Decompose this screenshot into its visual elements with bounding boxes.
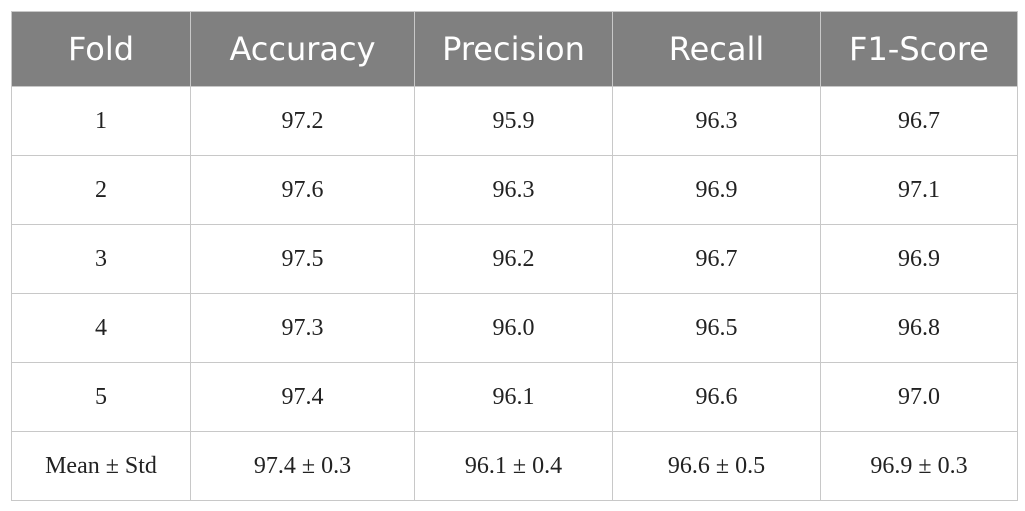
table-cell: 96.7 — [612, 224, 821, 294]
table-body: 1 97.2 95.9 96.3 96.7 2 97.6 96.3 96.9 97.1 3 97.5 9… — [11, 86, 1018, 501]
table-row: 5 97.4 96.1 96.6 97.0 — [11, 362, 1018, 432]
table-cell: 97.0 — [820, 362, 1018, 432]
table-cell: 97.6 — [190, 155, 415, 225]
table-cell: 96.1 ± 0.4 — [414, 431, 613, 501]
table-row: 4 97.3 96.0 96.5 96.8 — [11, 293, 1018, 363]
table-cell: Mean ± Std — [11, 431, 191, 501]
table-cell: 97.3 — [190, 293, 415, 363]
table-cell: 96.8 — [820, 293, 1018, 363]
table-cell: 4 — [11, 293, 191, 363]
table-row: 3 97.5 96.2 96.7 96.9 — [11, 224, 1018, 294]
table-cell: 95.9 — [414, 86, 613, 156]
table-cell: 3 — [11, 224, 191, 294]
table-cell: 96.6 — [612, 362, 821, 432]
table-cell: 1 — [11, 86, 191, 156]
header-cell: Recall — [612, 11, 821, 87]
table-cell: 96.9 ± 0.3 — [820, 431, 1018, 501]
table-cell: 2 — [11, 155, 191, 225]
table-cell: 97.4 ± 0.3 — [190, 431, 415, 501]
table-cell: 97.1 — [820, 155, 1018, 225]
table-cell: 96.1 — [414, 362, 613, 432]
table-container: Fold Accuracy Precision Recall F1-Score 1 97.… — [11, 11, 1018, 501]
table-row: Mean ± Std 97.4 ± 0.3 96.1 ± 0.4 96.6 ± 0.5… — [11, 431, 1018, 501]
table-row: 2 97.6 96.3 96.9 97.1 — [11, 155, 1018, 225]
table-cell: 96.5 — [612, 293, 821, 363]
table-cell: 96.9 — [612, 155, 821, 225]
table-cell: 96.0 — [414, 293, 613, 363]
header-row: Fold Accuracy Precision Recall F1-Score — [11, 11, 1018, 87]
table-row: 1 97.2 95.9 96.3 96.7 — [11, 86, 1018, 156]
table-cell: 5 — [11, 362, 191, 432]
table-cell: 96.7 — [820, 86, 1018, 156]
header-cell: F1-Score — [820, 11, 1018, 87]
table-cell: 96.6 ± 0.5 — [612, 431, 821, 501]
table-cell: 97.5 — [190, 224, 415, 294]
table-cell: 97.2 — [190, 86, 415, 156]
header-cell: Accuracy — [190, 11, 415, 87]
header-cell: Precision — [414, 11, 613, 87]
table-cell: 97.4 — [190, 362, 415, 432]
table-cell: 96.2 — [414, 224, 613, 294]
table-cell: 96.9 — [820, 224, 1018, 294]
table-cell: 96.3 — [612, 86, 821, 156]
header-cell: Fold — [11, 11, 191, 87]
results-table: Fold Accuracy Precision Recall F1-Score 1 97.… — [11, 11, 1018, 501]
table-cell: 96.3 — [414, 155, 613, 225]
